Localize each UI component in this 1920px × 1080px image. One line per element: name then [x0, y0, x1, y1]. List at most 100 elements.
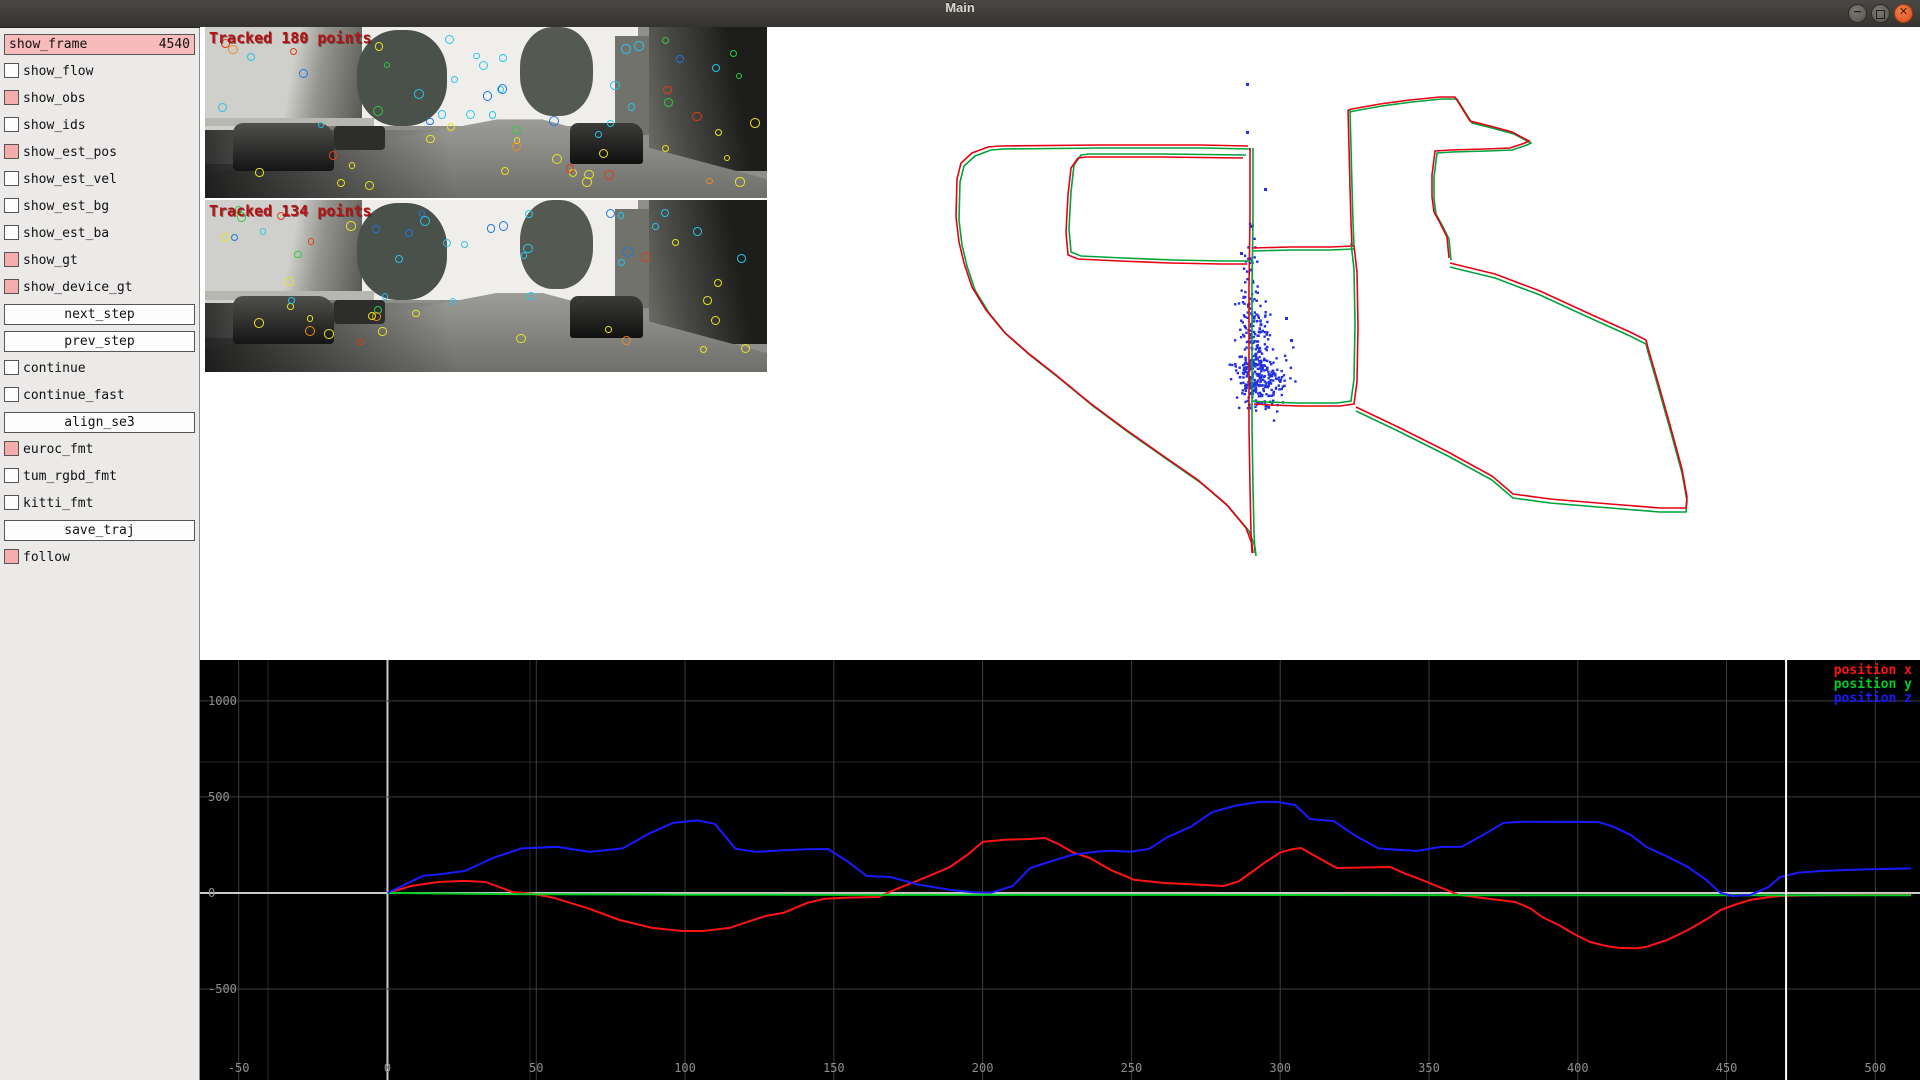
landmark-point	[1272, 399, 1275, 402]
checkbox-box-show_ids[interactable]	[4, 117, 19, 132]
landmark-point	[1249, 367, 1252, 371]
landmark-point	[1258, 331, 1262, 334]
landmark-point	[1272, 379, 1275, 382]
camera-image-left[interactable]: Tracked 180 points	[205, 27, 767, 198]
landmark-point	[1265, 381, 1268, 384]
landmark-point	[1253, 378, 1256, 382]
checkbox-show_est_ba[interactable]: show_est_ba	[4, 223, 195, 244]
checkbox-box-show_est_ba[interactable]	[4, 225, 19, 240]
tracked-feature-point	[405, 228, 414, 237]
landmark-point	[1254, 348, 1258, 351]
checkbox-show_est_pos[interactable]: show_est_pos	[4, 142, 195, 163]
title-bar[interactable]: Main − ✕	[0, 0, 1920, 28]
checkbox-box-show_est_pos[interactable]	[4, 144, 19, 159]
landmark-point	[1267, 373, 1270, 376]
landmark-point	[1258, 348, 1261, 351]
checkbox-box-show_obs[interactable]	[4, 90, 19, 105]
landmark-point	[1258, 355, 1261, 359]
checkbox-continue[interactable]: continue	[4, 358, 195, 379]
button-prev_step[interactable]: prev_step	[4, 331, 195, 352]
landmark-point	[1256, 346, 1259, 349]
checkbox-box-tum_rgbd_fmt[interactable]	[4, 468, 19, 483]
checkbox-kitti_fmt[interactable]: kitti_fmt	[4, 493, 195, 514]
landmark-point	[1252, 385, 1255, 388]
checkbox-follow[interactable]: follow	[4, 547, 195, 568]
checkbox-box-show_device_gt[interactable]	[4, 279, 19, 294]
checkbox-continue_fast[interactable]: continue_fast	[4, 385, 195, 406]
tracked-feature-point	[305, 325, 316, 336]
camera-image-right[interactable]: Tracked 134 points	[205, 200, 767, 372]
minimize-button[interactable]: −	[1848, 4, 1867, 23]
checkbox-box-show_est_vel[interactable]	[4, 171, 19, 186]
tracked-feature-point	[729, 50, 737, 58]
checkbox-show_flow[interactable]: show_flow	[4, 61, 195, 82]
landmark-point	[1263, 380, 1266, 383]
landmark-point	[1262, 389, 1265, 393]
landmark-point	[1264, 314, 1267, 317]
tracked-feature-point	[228, 44, 238, 55]
landmark-point	[1253, 256, 1256, 259]
slider-show_frame[interactable]: show_frame 4540	[4, 34, 195, 55]
checkbox-box-follow[interactable]	[4, 549, 19, 564]
landmark-point	[1251, 359, 1255, 362]
button-save_traj[interactable]: save_traj	[4, 520, 195, 541]
landmark-point	[1259, 379, 1263, 382]
tracked-feature-point	[749, 117, 760, 128]
landmark-point	[1259, 366, 1263, 369]
trajectory-estimate-right-lower-loop	[1355, 262, 1688, 509]
landmark-point	[1240, 319, 1243, 322]
landmark-point	[1249, 297, 1252, 300]
landmark-point	[1269, 382, 1273, 385]
landmark-point	[1264, 347, 1267, 350]
landmark-point	[1279, 378, 1283, 381]
position-plot-canvas[interactable]: -50 0 50 100 150 200 250 300 350 400 450 5001000500…	[200, 660, 1920, 1080]
checkbox-show_device_gt[interactable]: show_device_gt	[4, 277, 195, 298]
close-button[interactable]: ✕	[1894, 4, 1913, 23]
landmark-point	[1243, 315, 1247, 319]
checkbox-show_gt[interactable]: show_gt	[4, 250, 195, 271]
checkbox-box-continue_fast[interactable]	[4, 387, 19, 402]
tracked-feature-point	[512, 125, 522, 135]
landmark-point	[1267, 380, 1271, 384]
trajectory-groundtruth-inner-rectangle	[1068, 153, 1250, 262]
landmark-point	[1283, 384, 1286, 387]
button-align_se3[interactable]: align_se3	[4, 412, 195, 433]
checkbox-show_est_bg[interactable]: show_est_bg	[4, 196, 195, 217]
checkbox-show_ids[interactable]: show_ids	[4, 115, 195, 136]
checkbox-box-euroc_fmt[interactable]	[4, 441, 19, 456]
landmark-point	[1249, 269, 1252, 272]
checkbox-label: kitti_fmt	[23, 496, 94, 511]
landmark-point	[1246, 373, 1249, 376]
trajectory-viewport[interactable]: Tracked 180 points Tracked 134 points	[200, 27, 1920, 660]
checkbox-euroc_fmt[interactable]: euroc_fmt	[4, 439, 195, 460]
button-next_step[interactable]: next_step	[4, 304, 195, 325]
landmark-point	[1256, 401, 1259, 404]
landmark-point	[1249, 377, 1252, 380]
checkbox-box-continue[interactable]	[4, 360, 19, 375]
landmark-point	[1281, 385, 1285, 388]
parked-car	[233, 122, 335, 171]
maximize-button[interactable]	[1871, 4, 1890, 23]
checkbox-box-show_est_bg[interactable]	[4, 198, 19, 213]
landmark-point	[1283, 379, 1286, 382]
checkbox-box-kitti_fmt[interactable]	[4, 495, 19, 510]
landmark-point	[1275, 357, 1278, 360]
landmark-point	[1253, 370, 1256, 373]
tracked-feature-point	[598, 149, 608, 159]
checkbox-show_est_vel[interactable]: show_est_vel	[4, 169, 195, 190]
landmark-point	[1280, 376, 1284, 379]
checkbox-box-show_flow[interactable]	[4, 63, 19, 78]
parked-car	[570, 122, 644, 164]
checkbox-show_obs[interactable]: show_obs	[4, 88, 195, 109]
tracked-feature-point	[294, 250, 303, 259]
landmark-point	[1258, 373, 1261, 377]
position-plot[interactable]: -50 0 50 100 150 200 250 300 350 400 450 500 1000 500…	[200, 660, 1920, 1080]
landmark-point	[1276, 410, 1279, 413]
trajectory-plot[interactable]	[200, 27, 1920, 660]
checkbox-box-show_gt[interactable]	[4, 252, 19, 267]
checkbox-tum_rgbd_fmt[interactable]: tum_rgbd_fmt	[4, 466, 195, 487]
tracked-feature-point	[661, 36, 670, 45]
landmark-point	[1228, 363, 1231, 366]
checkbox-label: tum_rgbd_fmt	[23, 469, 117, 484]
checkbox-label: show_device_gt	[23, 280, 133, 295]
